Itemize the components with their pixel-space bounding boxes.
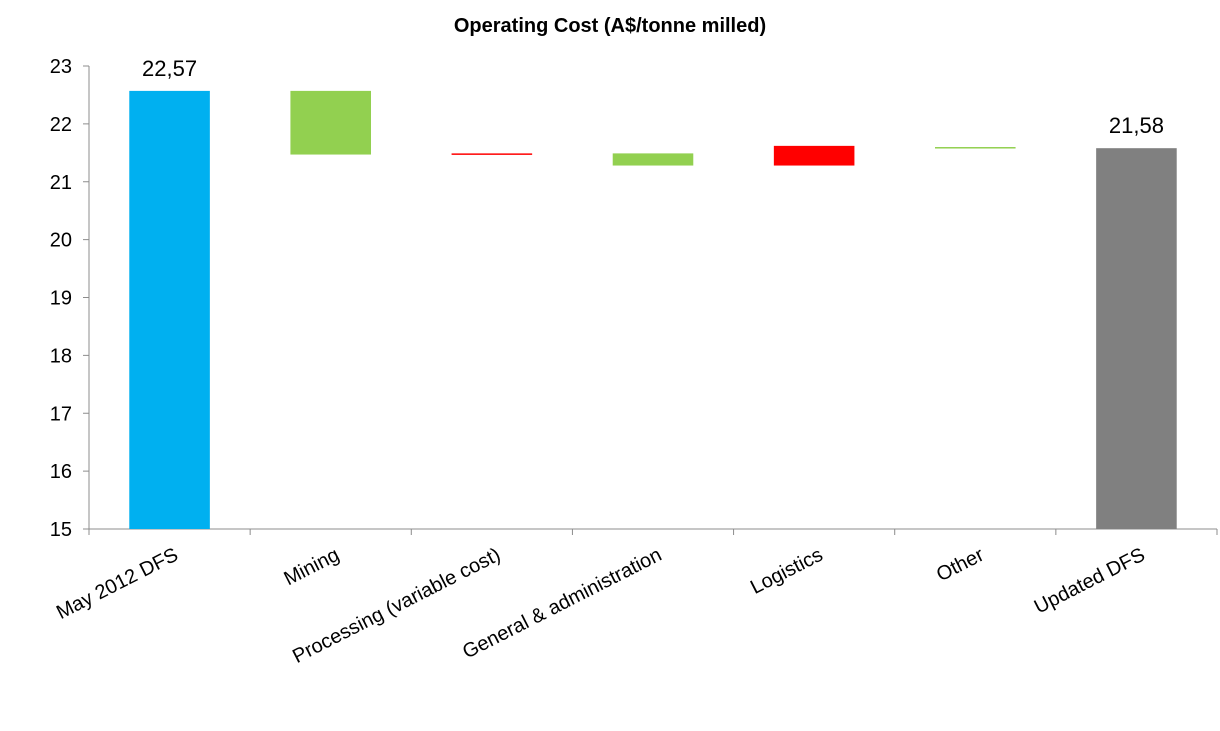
data-labels: 22,57 21,58 <box>142 56 1164 138</box>
y-tick-label: 20 <box>50 230 72 252</box>
y-tick-label: 22 <box>50 114 72 136</box>
x-category-label: Updated DFS <box>1031 544 1149 619</box>
bar-processing-variable-cost <box>451 153 533 155</box>
y-axis: 15 16 17 18 19 20 21 22 23 <box>50 56 90 541</box>
y-tick-label: 18 <box>50 345 72 367</box>
bar-other <box>935 147 1016 149</box>
bar-logistics <box>773 145 855 166</box>
x-category-label: May 2012 DFS <box>53 544 182 624</box>
x-category-label: Other <box>933 544 988 586</box>
bar-general-administration <box>612 153 694 166</box>
y-tick-label: 15 <box>50 519 72 541</box>
bar-mining <box>290 90 371 155</box>
bar-updated-dfs <box>1096 148 1177 529</box>
data-label: 22,57 <box>142 56 197 81</box>
y-tick-label: 23 <box>50 56 72 78</box>
bar-may-2012-dfs <box>129 90 210 529</box>
y-tick-label: 19 <box>50 288 72 310</box>
bars <box>129 90 1177 529</box>
chart-title: Operating Cost (A$/tonne milled) <box>454 15 766 37</box>
y-tick-label: 16 <box>50 461 72 483</box>
x-category-label: Logistics <box>747 544 826 599</box>
data-label: 21,58 <box>1109 113 1164 138</box>
y-tick-label: 17 <box>50 403 72 425</box>
x-category-label: Mining <box>280 544 342 590</box>
y-tick-label: 21 <box>50 172 72 194</box>
